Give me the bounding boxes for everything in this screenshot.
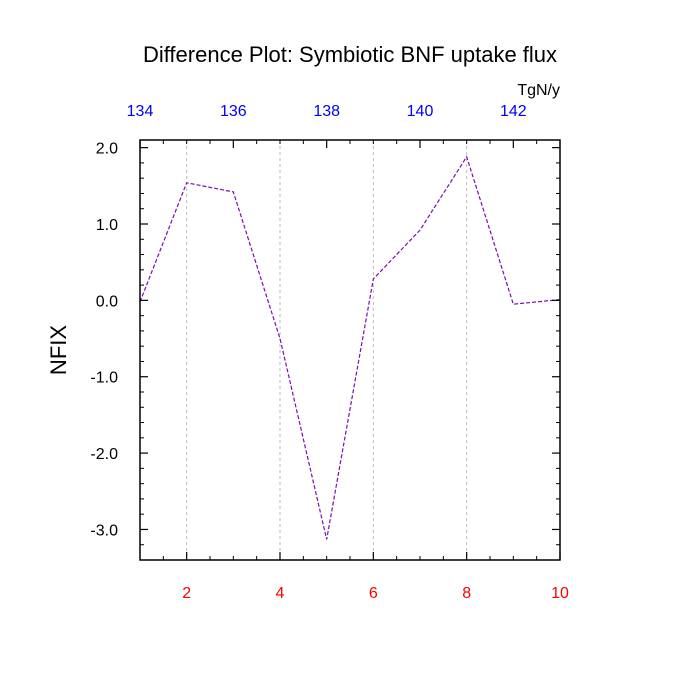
y-axis-label: NFIX bbox=[46, 325, 71, 375]
y-tick-label: -3.0 bbox=[90, 522, 118, 539]
y-tick-label: 0.0 bbox=[96, 293, 118, 310]
x-tick-label: 8 bbox=[462, 585, 471, 602]
series-line bbox=[139, 155, 561, 540]
axis-ticks: 2 4 6 8 10 134 136 138 140 142 2.0 1.0 0.0 -1.0 -2.0 -3… bbox=[90, 103, 569, 602]
y-tick-label: -1.0 bbox=[90, 370, 118, 387]
units-label: TgN/y bbox=[517, 82, 560, 99]
chart-title: Difference Plot: Symbiotic BNF uptake fl… bbox=[143, 42, 557, 67]
x-tick-label: 4 bbox=[276, 585, 285, 602]
plot-frame bbox=[139, 139, 561, 561]
y-tick-label: -2.0 bbox=[90, 446, 118, 463]
y-tick-label: 2.0 bbox=[96, 141, 118, 158]
grid-lines bbox=[186, 140, 468, 560]
x-tick-label: 6 bbox=[369, 585, 378, 602]
top-tick-label: 136 bbox=[220, 103, 247, 120]
series-layer bbox=[139, 155, 561, 540]
y-tick-label: 1.0 bbox=[96, 217, 118, 234]
top-tick-label: 142 bbox=[500, 103, 527, 120]
top-tick-label: 134 bbox=[127, 103, 154, 120]
x-tick-label: 10 bbox=[551, 585, 569, 602]
x-tick-label: 2 bbox=[182, 585, 191, 602]
top-tick-label: 138 bbox=[313, 103, 340, 120]
top-tick-label: 140 bbox=[407, 103, 434, 120]
